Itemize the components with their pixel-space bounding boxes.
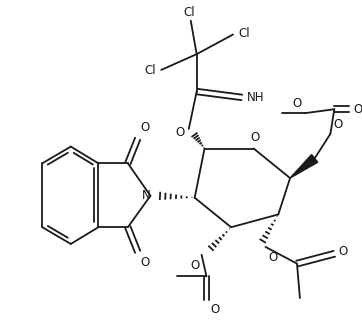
Text: O: O: [333, 118, 342, 131]
Text: O: O: [292, 97, 302, 110]
Text: O: O: [338, 245, 348, 258]
Text: O: O: [140, 121, 150, 134]
Text: O: O: [269, 251, 278, 264]
Text: O: O: [140, 256, 150, 269]
Text: N: N: [142, 189, 151, 202]
Text: O: O: [176, 126, 185, 139]
Text: Cl: Cl: [183, 6, 195, 19]
Text: NH: NH: [247, 91, 264, 104]
Text: O: O: [250, 131, 259, 144]
Text: Cl: Cl: [238, 27, 249, 40]
Text: O: O: [210, 303, 220, 316]
Text: O: O: [353, 103, 362, 116]
Text: O: O: [190, 259, 199, 272]
Polygon shape: [290, 155, 318, 178]
Text: Cl: Cl: [145, 64, 156, 77]
